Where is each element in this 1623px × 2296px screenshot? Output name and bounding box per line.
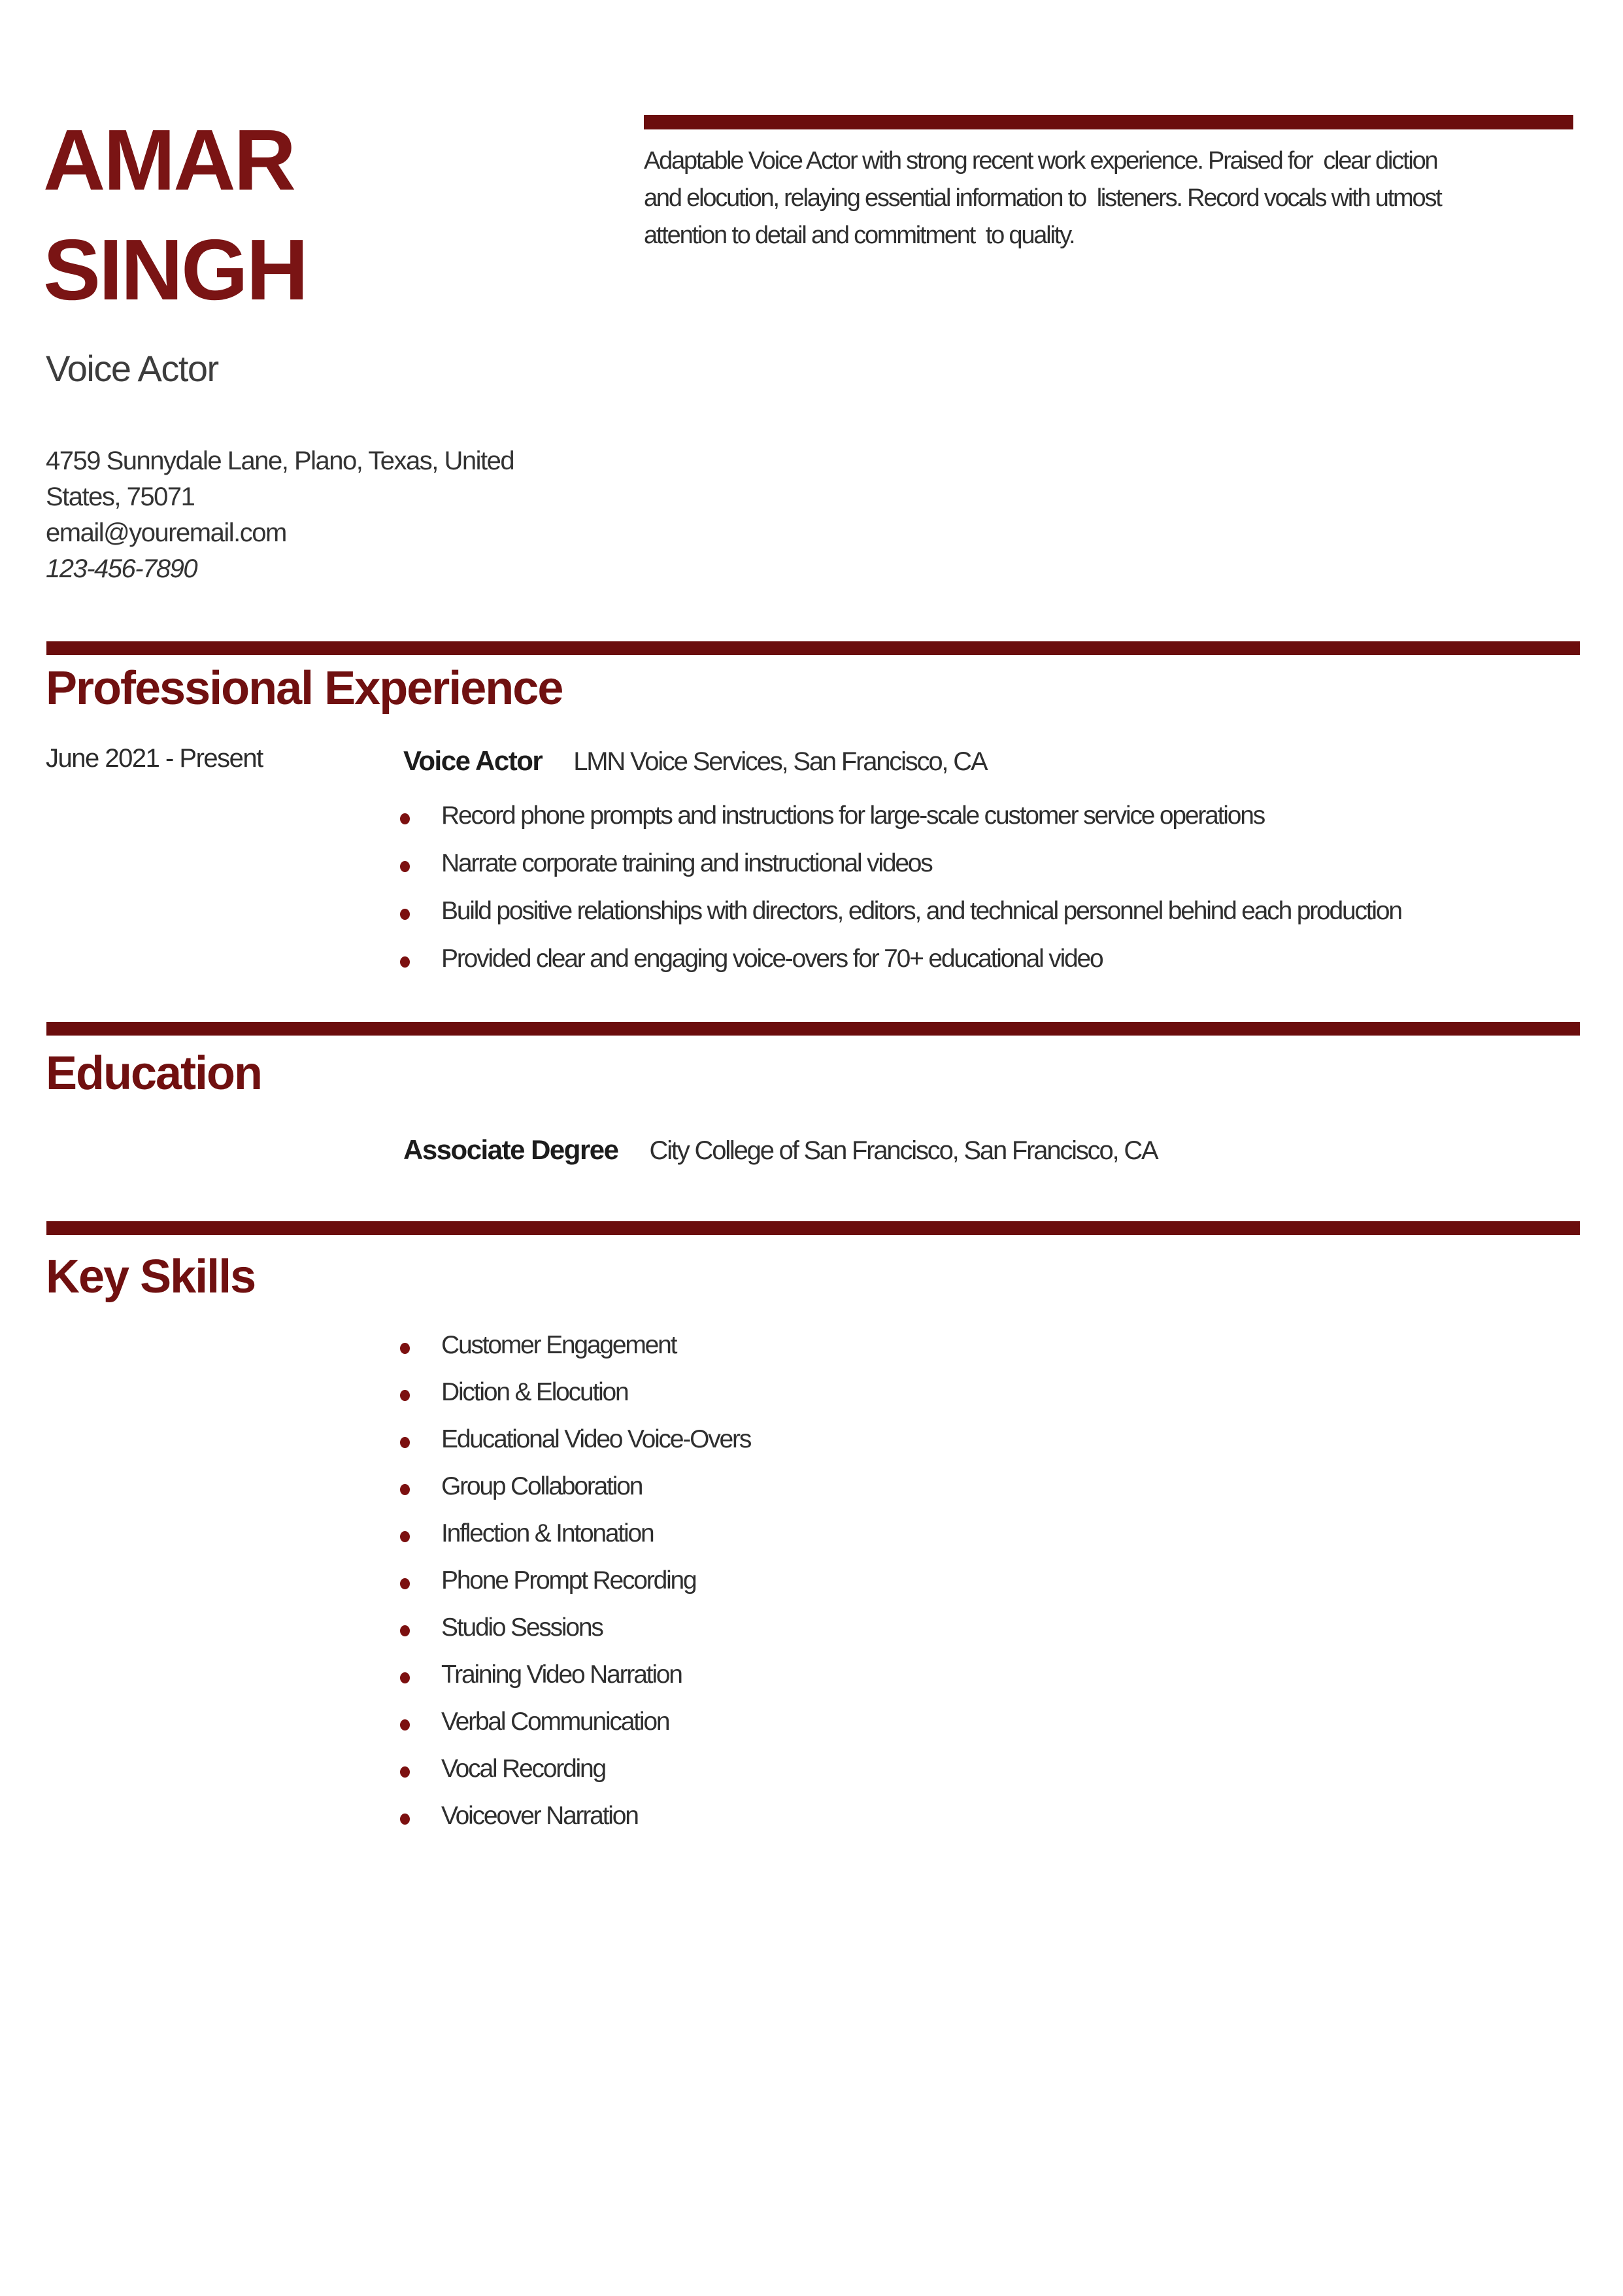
- bullet-dot-icon: [400, 1672, 410, 1683]
- bullet-dot-icon: [400, 1531, 410, 1542]
- experience-bullet-list: Record phone prompts and instructions fo…: [400, 801, 1403, 974]
- bullet-dot-icon: [400, 1343, 410, 1354]
- bullet-dot-icon: [400, 1814, 410, 1825]
- skill-item: Phone Prompt Recording: [400, 1566, 750, 1596]
- bullet-dot-icon: [400, 1766, 410, 1778]
- skill-item-text: Voiceover Narration: [441, 1802, 639, 1830]
- contact-block: 4759 Sunnydale Lane, Plano, Texas, Unite…: [46, 443, 515, 587]
- address-line-2: States, 75071: [46, 482, 195, 511]
- skills-list: Customer Engagement Diction & Elocution …: [400, 1330, 752, 1831]
- bullet-dot-icon: [400, 956, 410, 968]
- experience-entry-header: Voice Actor LMN Voice Services, San Franc…: [403, 745, 988, 777]
- skill-item-text: Training Video Narration: [441, 1661, 683, 1689]
- experience-company: LMN Voice Services, San Francisco, CA: [573, 747, 988, 776]
- bullet-dot-icon: [400, 861, 410, 872]
- experience-bullet: Provided clear and engaging voice-overs …: [400, 944, 1401, 974]
- skill-item-text: Phone Prompt Recording: [441, 1566, 697, 1595]
- skill-item: Inflection & Intonation: [400, 1519, 750, 1549]
- skill-item-text: Verbal Communication: [441, 1708, 671, 1736]
- bullet-dot-icon: [400, 1437, 410, 1448]
- section-divider: [46, 1221, 1580, 1235]
- section-divider: [46, 1022, 1580, 1036]
- experience-job-title: Voice Actor: [403, 745, 543, 776]
- experience-section-heading: Professional Experience: [46, 662, 563, 715]
- candidate-name: AMAR SINGH: [43, 105, 309, 325]
- summary-paragraph: Adaptable Voice Actor with strong recent…: [644, 143, 1443, 254]
- skill-item: Diction & Elocution: [400, 1377, 750, 1408]
- skill-item: Verbal Communication: [400, 1707, 750, 1737]
- candidate-last-name: SINGH: [43, 222, 309, 318]
- skill-item: Vocal Recording: [400, 1754, 750, 1784]
- phone-text: 123-456-7890: [46, 554, 198, 583]
- bullet-dot-icon: [400, 1484, 410, 1495]
- skill-item: Voiceover Narration: [400, 1801, 750, 1831]
- experience-bullet-text: Record phone prompts and instructions fo…: [441, 802, 1265, 830]
- experience-bullet-text: Build positive relationships with direct…: [441, 897, 1403, 925]
- education-school: City College of San Francisco, San Franc…: [649, 1136, 1159, 1165]
- email-text: email@youremail.com: [46, 518, 287, 547]
- experience-bullet-text: Narrate corporate training and instructi…: [441, 849, 933, 877]
- skill-item-text: Customer Engagement: [441, 1331, 677, 1359]
- skill-item-text: Vocal Recording: [441, 1755, 607, 1783]
- skill-item: Group Collaboration: [400, 1472, 750, 1502]
- bullet-dot-icon: [400, 1719, 410, 1730]
- bullet-dot-icon: [400, 1390, 410, 1401]
- skill-item-text: Group Collaboration: [441, 1472, 643, 1500]
- section-divider: [46, 641, 1580, 655]
- bullet-dot-icon: [400, 813, 410, 824]
- experience-dates: June 2021 - Present: [46, 744, 263, 773]
- education-degree: Associate Degree: [403, 1134, 619, 1165]
- education-entry: Associate Degree City College of San Fran…: [403, 1134, 1159, 1166]
- summary-line: Adaptable Voice Actor with strong recent…: [644, 147, 1439, 175]
- experience-bullet-text: Provided clear and engaging voice-overs …: [441, 945, 1104, 973]
- experience-bullet: Record phone prompts and instructions fo…: [400, 801, 1401, 831]
- summary-accent-bar: [644, 115, 1573, 129]
- skill-item-text: Studio Sessions: [441, 1613, 604, 1642]
- skill-item: Customer Engagement: [400, 1330, 750, 1360]
- skill-item: Training Video Narration: [400, 1660, 750, 1690]
- skill-item: Educational Video Voice-Overs: [400, 1425, 752, 1455]
- experience-bullet: Build positive relationships with direct…: [400, 896, 1403, 926]
- summary-line: attention to detail and commitment to qu…: [644, 222, 1076, 249]
- skill-item-text: Inflection & Intonation: [441, 1519, 655, 1547]
- skill-item: Studio Sessions: [400, 1613, 750, 1643]
- candidate-job-title: Voice Actor: [46, 348, 219, 389]
- experience-bullet: Narrate corporate training and instructi…: [400, 849, 1401, 879]
- bullet-dot-icon: [400, 909, 410, 920]
- skills-section-heading: Key Skills: [46, 1251, 256, 1303]
- bullet-dot-icon: [400, 1578, 410, 1589]
- candidate-first-name: AMAR: [43, 112, 296, 208]
- address-line-1: 4759 Sunnydale Lane, Plano, Texas, Unite…: [46, 447, 515, 475]
- education-section-heading: Education: [46, 1047, 263, 1100]
- skill-item-text: Educational Video Voice-Overs: [441, 1425, 752, 1453]
- summary-line: and elocution, relaying essential inform…: [644, 184, 1443, 212]
- skill-item-text: Diction & Elocution: [441, 1378, 629, 1406]
- bullet-dot-icon: [400, 1625, 410, 1636]
